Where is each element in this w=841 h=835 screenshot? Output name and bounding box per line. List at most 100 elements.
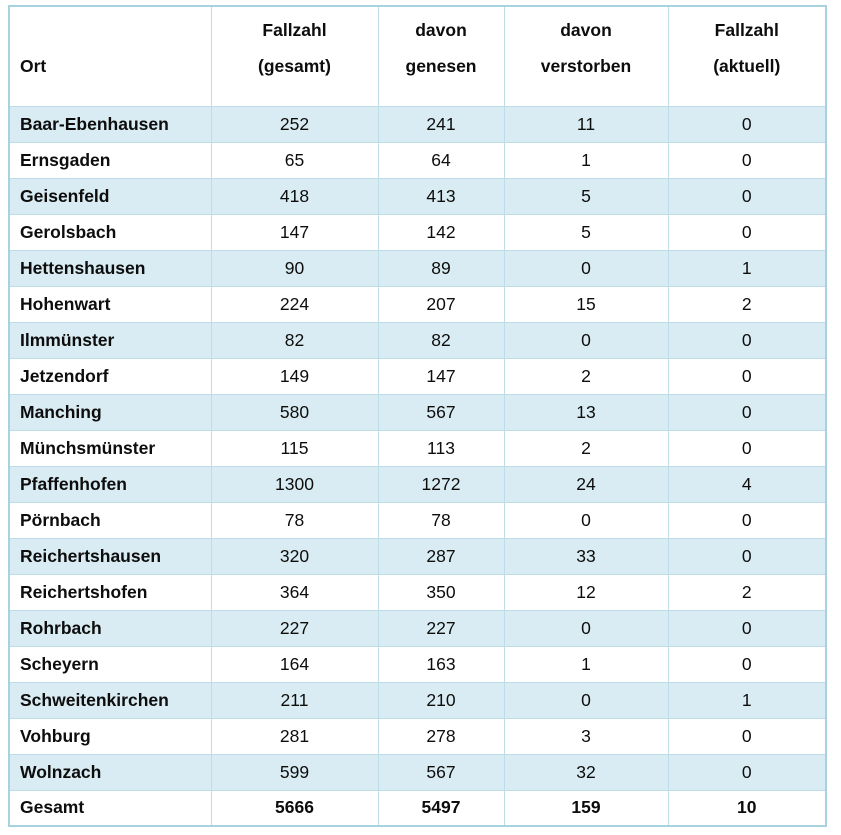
- table-row: Wolnzach 599 567 32 0: [8, 753, 827, 791]
- table-row: Pfaffenhofen 1300 1272 24 4: [8, 465, 827, 503]
- gesamt-cell: 320: [210, 537, 379, 575]
- aktuell-cell: 0: [667, 645, 827, 683]
- genesen-cell: 78: [377, 501, 505, 539]
- total-row: Gesamt 5666 5497 159 10: [8, 789, 827, 827]
- column-header-davon-verstorben: davon verstorben: [503, 5, 669, 107]
- verstorben-cell: 33: [503, 537, 669, 575]
- genesen-cell: 64: [377, 141, 505, 179]
- column-header-line2: (gesamt): [258, 56, 331, 76]
- column-header-davon-genesen: davon genesen: [377, 5, 505, 107]
- aktuell-cell: 0: [667, 429, 827, 467]
- column-header-fallzahl-aktuell: Fallzahl (aktuell): [667, 5, 827, 107]
- table-header: Ort Fallzahl (gesamt) davon genesen davo…: [8, 5, 827, 107]
- verstorben-cell: 2: [503, 357, 669, 395]
- aktuell-cell: 0: [667, 105, 827, 143]
- column-header-line2: (aktuell): [713, 56, 781, 76]
- verstorben-cell: 24: [503, 465, 669, 503]
- column-header-line1: Fallzahl: [262, 20, 327, 40]
- genesen-cell: 350: [377, 573, 505, 611]
- ort-cell: Schweitenkirchen: [8, 681, 212, 719]
- verstorben-cell: 0: [503, 501, 669, 539]
- gesamt-cell: 224: [210, 285, 379, 323]
- gesamt-cell: 147: [210, 213, 379, 251]
- verstorben-cell: 15: [503, 285, 669, 323]
- genesen-cell: 287: [377, 537, 505, 575]
- aktuell-cell: 0: [667, 717, 827, 755]
- gesamt-cell: 1300: [210, 465, 379, 503]
- genesen-cell: 113: [377, 429, 505, 467]
- verstorben-cell: 159: [503, 789, 669, 827]
- table-row: Reichertshofen 364 350 12 2: [8, 573, 827, 611]
- column-header-ort: Ort: [8, 5, 212, 107]
- column-header-line1: davon: [560, 20, 612, 40]
- covid-cases-table: Ort Fallzahl (gesamt) davon genesen davo…: [8, 5, 827, 827]
- ort-cell: Reichertshofen: [8, 573, 212, 611]
- aktuell-cell: 0: [667, 609, 827, 647]
- gesamt-cell: 65: [210, 141, 379, 179]
- table-row: Gerolsbach 147 142 5 0: [8, 213, 827, 251]
- gesamt-cell: 364: [210, 573, 379, 611]
- gesamt-cell: 580: [210, 393, 379, 431]
- verstorben-cell: 0: [503, 609, 669, 647]
- verstorben-cell: 2: [503, 429, 669, 467]
- genesen-cell: 567: [377, 393, 505, 431]
- gesamt-cell: 115: [210, 429, 379, 467]
- header-row: Ort Fallzahl (gesamt) davon genesen davo…: [8, 5, 827, 107]
- gesamt-cell: 418: [210, 177, 379, 215]
- table-row: Scheyern 164 163 1 0: [8, 645, 827, 683]
- column-header-ort-label: Ort: [20, 56, 47, 76]
- aktuell-cell: 0: [667, 537, 827, 575]
- table-row: Pörnbach 78 78 0 0: [8, 501, 827, 539]
- verstorben-cell: 5: [503, 177, 669, 215]
- aktuell-cell: 1: [667, 249, 827, 287]
- gesamt-cell: 252: [210, 105, 379, 143]
- table-body: Baar-Ebenhausen 252 241 11 0 Ernsgaden 6…: [8, 105, 827, 827]
- column-header-line2: verstorben: [540, 56, 632, 76]
- ort-cell: Hettenshausen: [8, 249, 212, 287]
- table-row: Manching 580 567 13 0: [8, 393, 827, 431]
- verstorben-cell: 5: [503, 213, 669, 251]
- ort-cell: Baar-Ebenhausen: [8, 105, 212, 143]
- table-row: Reichertshausen 320 287 33 0: [8, 537, 827, 575]
- verstorben-cell: 0: [503, 321, 669, 359]
- verstorben-cell: 12: [503, 573, 669, 611]
- aktuell-cell: 0: [667, 213, 827, 251]
- table-row: Geisenfeld 418 413 5 0: [8, 177, 827, 215]
- gesamt-cell: 149: [210, 357, 379, 395]
- genesen-cell: 210: [377, 681, 505, 719]
- verstorben-cell: 32: [503, 753, 669, 791]
- ort-cell: Vohburg: [8, 717, 212, 755]
- aktuell-cell: 0: [667, 141, 827, 179]
- verstorben-cell: 3: [503, 717, 669, 755]
- aktuell-cell: 0: [667, 753, 827, 791]
- column-header-line1: Fallzahl: [714, 20, 779, 40]
- ort-cell: Jetzendorf: [8, 357, 212, 395]
- verstorben-cell: 0: [503, 249, 669, 287]
- genesen-cell: 163: [377, 645, 505, 683]
- aktuell-cell: 0: [667, 501, 827, 539]
- genesen-cell: 147: [377, 357, 505, 395]
- verstorben-cell: 11: [503, 105, 669, 143]
- aktuell-cell: 0: [667, 393, 827, 431]
- genesen-cell: 89: [377, 249, 505, 287]
- ort-cell: Münchsmünster: [8, 429, 212, 467]
- genesen-cell: 5497: [377, 789, 505, 827]
- gesamt-cell: 211: [210, 681, 379, 719]
- ort-cell: Wolnzach: [8, 753, 212, 791]
- ort-cell: Scheyern: [8, 645, 212, 683]
- gesamt-cell: 281: [210, 717, 379, 755]
- table-row: Münchsmünster 115 113 2 0: [8, 429, 827, 467]
- aktuell-cell: 4: [667, 465, 827, 503]
- ort-cell: Pörnbach: [8, 501, 212, 539]
- genesen-cell: 1272: [377, 465, 505, 503]
- aktuell-cell: 2: [667, 573, 827, 611]
- genesen-cell: 278: [377, 717, 505, 755]
- table-row: Ernsgaden 65 64 1 0: [8, 141, 827, 179]
- table-row: Vohburg 281 278 3 0: [8, 717, 827, 755]
- aktuell-cell: 10: [667, 789, 827, 827]
- verstorben-cell: 13: [503, 393, 669, 431]
- genesen-cell: 241: [377, 105, 505, 143]
- verstorben-cell: 1: [503, 141, 669, 179]
- genesen-cell: 567: [377, 753, 505, 791]
- gesamt-cell: 82: [210, 321, 379, 359]
